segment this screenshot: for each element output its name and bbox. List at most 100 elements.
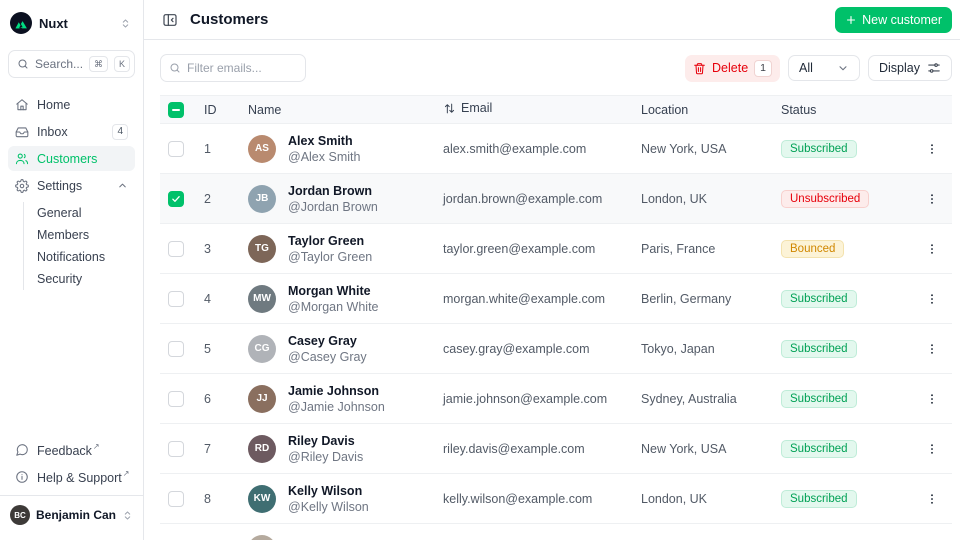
customer-id: 5 [196,323,240,374]
search-icon [17,58,29,70]
customer-id: 6 [196,373,240,424]
sidebar: Nuxt Search... ⌘ K Home [0,0,144,540]
row-menu-button[interactable] [921,238,943,260]
customer-email: kelly.wilson@example.com [435,473,633,524]
customer-email: jamie.johnson@example.com [435,373,633,424]
customer-location: New York, USA [633,123,773,174]
search-input[interactable]: Search... ⌘ K [8,50,135,78]
table-row[interactable]: 2 JB Jordan Brown @Jordan Brown jordan.b… [160,173,952,224]
toolbar-actions: Delete 1 All Display [685,54,952,82]
sidebar-item-help-support[interactable]: Help & Support↗ [8,464,135,489]
sidebar-item-home[interactable]: Home [8,92,135,117]
plus-icon [845,14,857,26]
avatar: AS [248,134,276,163]
table-row[interactable]: 5 CG Casey Gray @Casey Gray casey.gray@e… [160,323,952,374]
chat-bubble-icon [15,443,29,457]
customer-id: 3 [196,223,240,274]
row-menu-button[interactable] [921,338,943,360]
row-menu-button[interactable] [921,438,943,460]
user-name: Benjamin Canac [36,508,116,522]
delete-button[interactable]: Delete 1 [685,54,780,82]
sidebar-item-general[interactable]: General [37,206,82,220]
gear-icon [15,178,29,193]
row-menu-button[interactable] [921,188,943,210]
settings-subnav: General Members Notifications Security [23,202,135,290]
sidebar-collapse-button[interactable] [160,10,180,30]
nuxt-logo-icon [10,12,32,34]
row-menu-button[interactable] [921,488,943,510]
row-menu-button[interactable] [921,138,943,160]
table-row[interactable]: 1 AS Alex Smith @Alex Smith alex.smith@e… [160,123,952,174]
row-checkbox[interactable] [168,390,184,407]
row-checkbox[interactable] [168,140,184,157]
table-row[interactable]: 3 TG Taylor Green @Taylor Green taylor.g… [160,223,952,274]
sidebar-item-customers[interactable]: Customers [8,146,135,171]
sidebar-item-members[interactable]: Members [37,228,90,242]
customer-name: Riley Davis [288,433,355,448]
customer-location: London, UK [633,173,773,224]
customer-id: 1 [196,123,240,174]
filter-emails-field[interactable] [160,54,306,82]
avatar: CG [248,334,276,363]
table-row[interactable]: 4 MW Morgan White @Morgan White morgan.w… [160,273,952,324]
status-badge: Subscribed [781,390,857,408]
filter-emails-input[interactable] [187,61,297,75]
customer-location: Tokyo, Japan [633,323,773,374]
row-checkbox[interactable] [168,190,184,207]
user-menu[interactable]: BC Benjamin Canac [0,495,143,534]
avatar: KW [248,484,276,513]
customer-email: morgan.white@example.com [435,273,633,324]
row-checkbox[interactable] [168,440,184,457]
table-row[interactable]: 8 KW Kelly Wilson @Kelly Wilson kelly.wi… [160,473,952,524]
customer-email: jordan.brown@example.com [435,173,633,224]
table-row[interactable]: 7 RD Riley Davis @Riley Davis riley.davi… [160,423,952,474]
column-header-email[interactable]: Email [435,95,633,124]
row-checkbox[interactable] [168,490,184,507]
new-customer-button[interactable]: New customer [835,6,952,33]
row-checkbox[interactable] [168,340,184,357]
main-content: Customers New customer De [144,0,960,540]
sidebar-item-settings[interactable]: Settings [8,173,135,198]
customer-location: Berlin, Germany [633,273,773,324]
row-menu-button[interactable] [921,388,943,410]
chevron-up-down-icon [120,18,131,29]
customer-handle: @Kelly Wilson [288,499,369,514]
sidebar-item-feedback[interactable]: Feedback↗ [8,437,135,462]
sidebar-item-security[interactable]: Security [37,272,83,286]
customer-email: riley.davis@example.com [435,423,633,474]
customer-handle: @Casey Gray [288,349,367,364]
trash-icon [693,62,706,75]
customer-handle: @Alex Smith [288,149,361,164]
user-avatar: BC [10,505,30,525]
org-switcher[interactable]: Nuxt [8,10,135,36]
display-button[interactable]: Display [868,55,952,81]
customer-name: Casey Gray [288,333,357,348]
kbd-cmd: ⌘ [89,56,109,72]
sidebar-item-notifications[interactable]: Notifications [37,250,106,264]
status-badge: Unsubscribed [781,190,870,208]
customer-email: casey.gray@example.com [435,323,633,374]
status-badge: Bounced [781,240,845,258]
chevron-up-down-icon [122,510,133,521]
row-checkbox[interactable] [168,290,184,307]
status-badge: Subscribed [781,140,857,158]
row-menu-button[interactable] [921,288,943,310]
panel-left-close-icon [162,12,178,28]
customer-email [435,523,633,540]
delete-count-badge: 1 [754,59,772,77]
row-checkbox[interactable] [168,240,184,257]
page-header: Customers New customer [144,0,960,40]
status-filter-select[interactable]: All [788,55,860,81]
info-circle-icon [15,470,29,484]
sidebar-item-inbox[interactable]: Inbox 4 [8,119,135,144]
table-row[interactable] [160,523,952,540]
table-row[interactable]: 6 JJ Jamie Johnson @Jamie Johnson jamie.… [160,373,952,424]
avatar: JJ [248,384,276,413]
inbox-count-badge: 4 [112,123,128,140]
kbd-k: K [114,56,131,72]
customer-name: Morgan White [288,283,371,298]
customer-handle: @Taylor Green [288,249,373,264]
customer-id: 4 [196,273,240,324]
external-link-icon: ↗ [92,441,100,451]
select-all-checkbox[interactable] [168,101,184,118]
